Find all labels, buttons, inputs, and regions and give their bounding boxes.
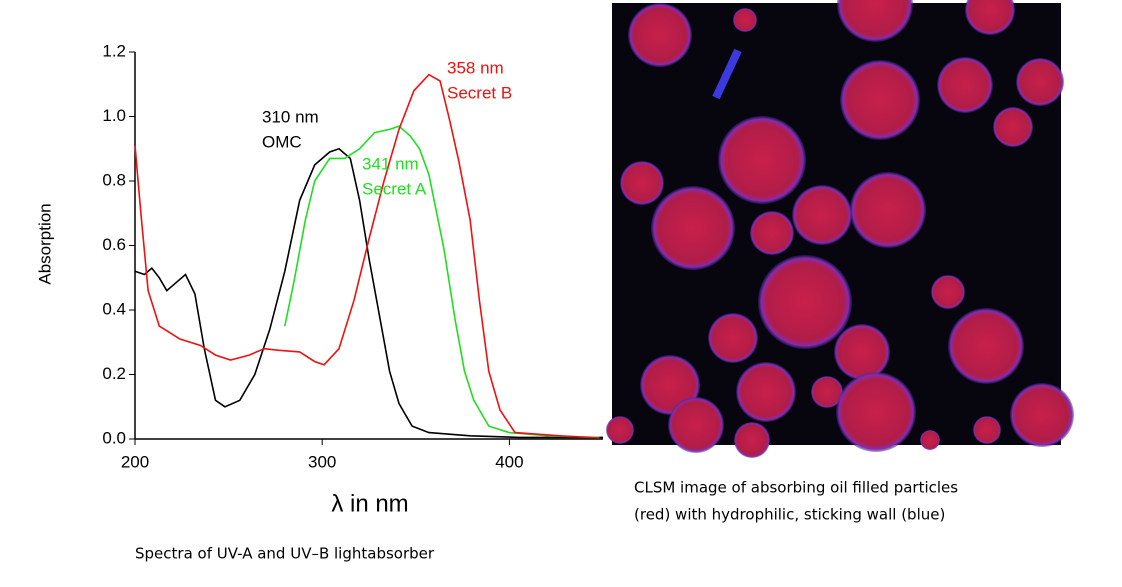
annotation: Secret A [362, 179, 427, 198]
particle [708, 313, 758, 363]
x-tick-label: 300 [308, 452, 336, 471]
particle [965, 0, 1015, 35]
x-axis-label: λ in nm [331, 490, 408, 517]
y-tick-label: 1.2 [102, 41, 126, 60]
particle [750, 211, 794, 255]
particle [758, 255, 852, 349]
x-tick-label: 200 [121, 452, 149, 471]
annotation: OMC [262, 132, 302, 151]
particle [1010, 383, 1074, 447]
image-caption: CLSM image of absorbing oil filled parti… [634, 479, 958, 497]
particle [993, 107, 1033, 147]
particle [937, 57, 993, 113]
annotation: Secret B [447, 83, 512, 102]
particle [837, 0, 913, 42]
annotation: 341 nm [362, 154, 419, 173]
series-line [284, 125, 600, 439]
particle [792, 185, 852, 245]
y-tick-label: 0.2 [102, 364, 126, 383]
particle [736, 362, 796, 422]
particle [733, 8, 757, 32]
particle [850, 172, 926, 248]
annotation: 358 nm [447, 58, 504, 77]
annotation: 310 nm [262, 107, 319, 126]
particle [734, 422, 770, 458]
particle [651, 186, 735, 270]
particle [920, 430, 940, 450]
y-tick-label: 0.0 [102, 428, 126, 447]
particle [620, 161, 664, 205]
particle [836, 372, 916, 452]
y-tick-label: 0.8 [102, 170, 126, 189]
particle [840, 60, 920, 140]
series-line [134, 73, 600, 439]
particle [948, 308, 1024, 384]
particle [931, 275, 965, 309]
spectra-caption: Spectra of UV-A and UV–B lightabsorber [135, 545, 435, 563]
y-tick-label: 0.6 [102, 235, 126, 254]
particle [1016, 58, 1064, 106]
x-tick-label: 400 [495, 452, 523, 471]
image-caption: (red) with hydrophilic, sticking wall (b… [634, 506, 945, 524]
particle [718, 116, 806, 204]
y-tick-label: 1.0 [102, 106, 126, 125]
wall-streak [712, 48, 742, 100]
y-axis-label: Absorption [35, 203, 54, 284]
particle [811, 376, 843, 408]
y-tick-label: 0.4 [102, 299, 126, 318]
particle [628, 3, 692, 67]
particle [606, 416, 634, 444]
particle [973, 416, 1001, 444]
series-line [134, 147, 603, 439]
micrograph [606, 0, 1074, 458]
particle [668, 397, 724, 453]
particle [834, 324, 890, 380]
